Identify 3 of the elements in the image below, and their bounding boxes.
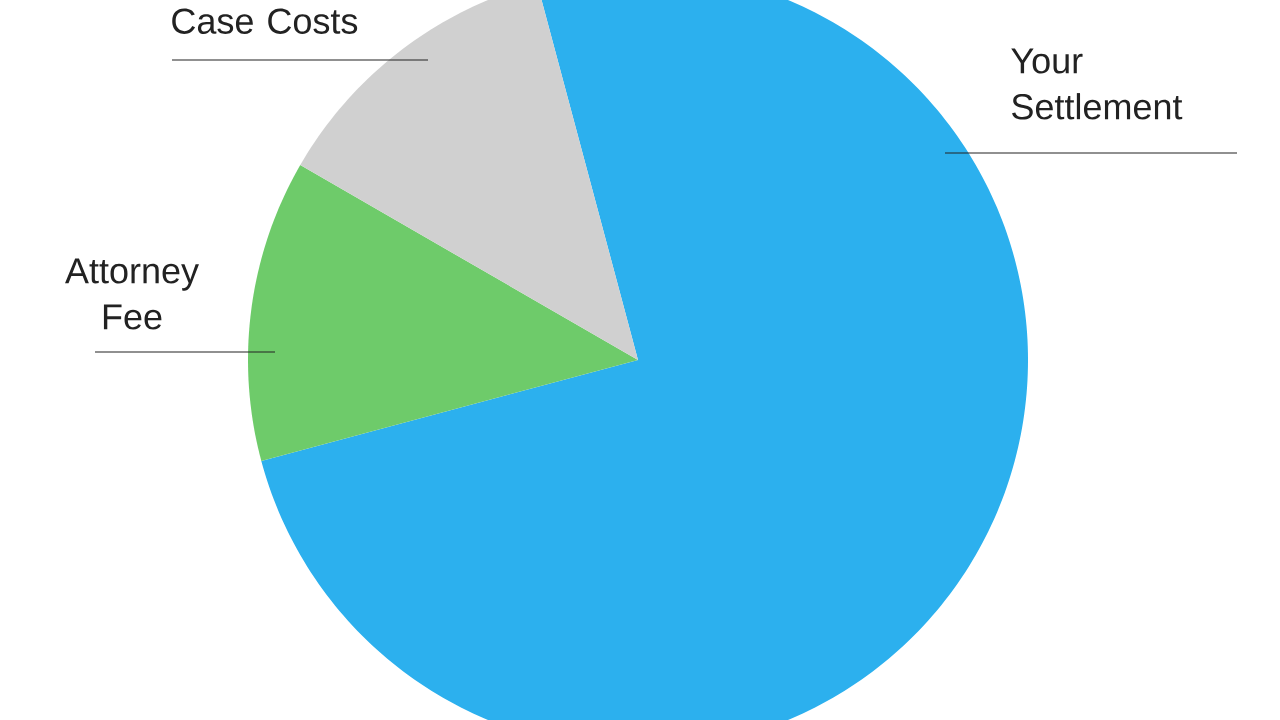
slice-label: Attorney Fee	[65, 258, 199, 330]
slice-label: Your Settlement	[1011, 48, 1183, 120]
slice-label: Case Costs	[172, 8, 358, 34]
